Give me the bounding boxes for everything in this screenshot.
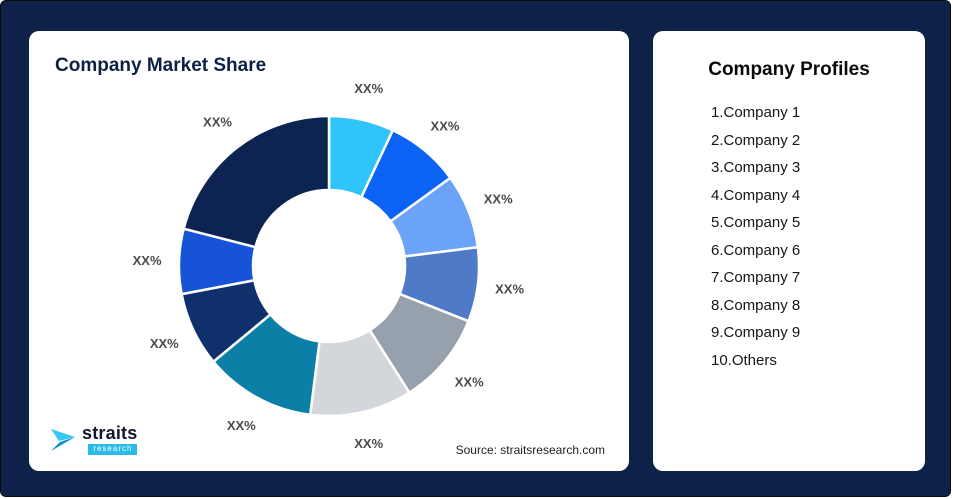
straits-logo-icon: [51, 429, 75, 451]
donut-segment: [182, 114, 331, 249]
logo-name: straits: [82, 423, 138, 443]
segment-label: XX%: [133, 253, 162, 268]
segment-label: XX%: [495, 281, 524, 296]
profile-list-item: 8.Company 8: [711, 296, 801, 314]
profile-list-item: 5.Company 5: [711, 214, 801, 231]
profile-list-item: 10.Others: [711, 351, 777, 369]
segment-label: XX%: [455, 375, 484, 390]
profile-list-item: 7.Company 7: [711, 269, 801, 286]
straits-logo: straits research: [49, 423, 138, 455]
segment-label: XX%: [227, 418, 256, 433]
profile-list-item: 3.Company 3: [711, 159, 801, 176]
segment-label: XX%: [150, 336, 179, 351]
profile-list-item: 4.Company 4: [711, 186, 801, 204]
company-profiles-card: Company Profiles 1.Company 1 2.Company 2 3…: [653, 31, 925, 471]
profile-list-item: 2.Company 2: [711, 131, 801, 149]
market-share-card: Company Market Share XX% XX% XX% XX% XX% XX% X…: [29, 31, 629, 471]
profile-list-item: 9.Company 9: [711, 324, 801, 341]
profiles-list: 1.Company 1 2.Company 2 3.Company 3 4.Compa…: [653, 99, 925, 374]
segment-label: XX%: [431, 118, 460, 133]
source-text: Source: straitsresearch.com: [455, 443, 605, 457]
chart-title: Company Market Share: [55, 55, 267, 76]
profile-list-item: 6.Company 6: [711, 241, 801, 259]
profiles-title: Company Profiles: [708, 59, 870, 80]
logo-subtitle: research: [88, 444, 138, 455]
segment-label: XX%: [484, 192, 513, 207]
segment-label: XX%: [354, 436, 383, 451]
straits-logo-text: straits research: [82, 423, 138, 455]
segment-label: XX%: [354, 81, 383, 96]
segment-label: XX%: [203, 115, 232, 130]
donut-chart: XX% XX% XX% XX% XX% XX% XX% XX% XX% XX%: [133, 81, 525, 451]
profile-list-item: 1.Company 1: [711, 104, 801, 121]
